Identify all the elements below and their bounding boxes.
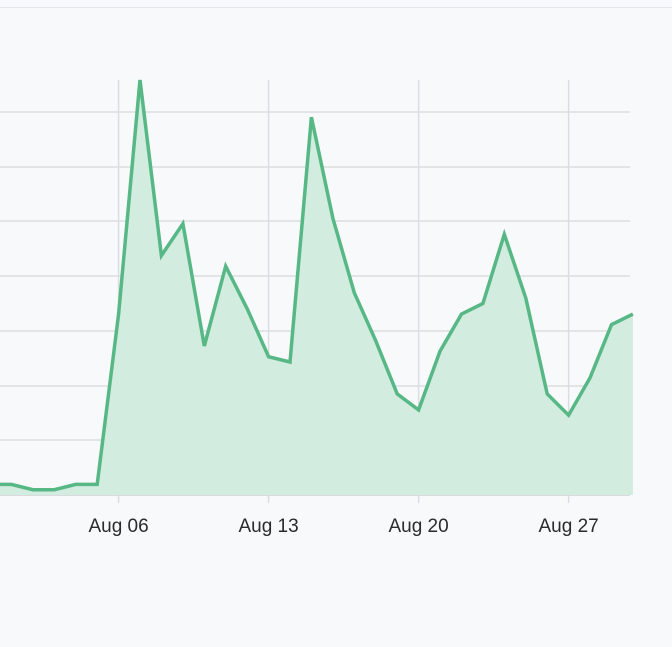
series-area <box>0 80 633 495</box>
x-tick-label: Aug 13 <box>238 516 298 537</box>
x-tick-label: Aug 20 <box>388 516 448 537</box>
series-line <box>0 79 634 492</box>
top-divider <box>0 7 672 8</box>
x-tick-label: Aug 06 <box>88 516 148 537</box>
x-tick-label: Aug 27 <box>538 516 598 537</box>
